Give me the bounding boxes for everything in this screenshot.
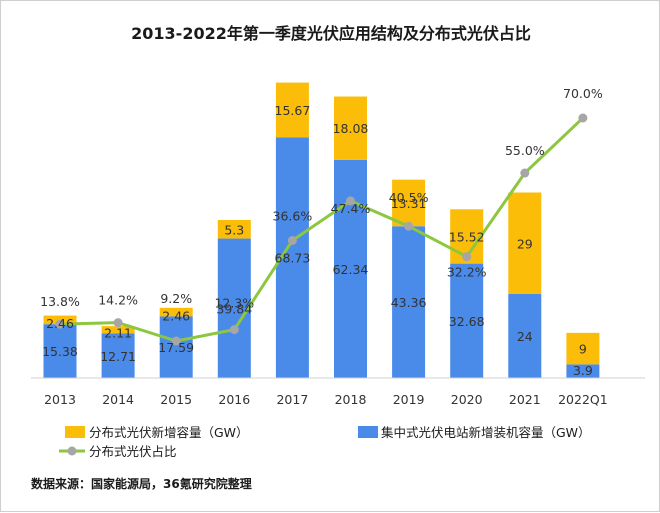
label-centralized-2020: 32.68	[449, 314, 485, 329]
label-share-2021: 55.0%	[505, 143, 545, 158]
label-distributed-2016: 5.3	[224, 222, 244, 237]
x-tick-2021: 2021	[509, 392, 541, 407]
bar-centralized-2013	[43, 324, 77, 378]
bar-centralized-2021	[508, 294, 542, 378]
share-point-2021	[520, 168, 530, 178]
bar-centralized-2018	[334, 159, 367, 378]
label-centralized-2022Q1: 3.9	[573, 363, 593, 378]
label-distributed-2018: 18.08	[333, 121, 369, 136]
label-distributed-2019: 13.31	[391, 196, 427, 211]
legend-swatch-centralized	[358, 426, 378, 438]
x-tick-2020: 2020	[451, 392, 483, 407]
label-distributed-2017: 15.67	[275, 103, 311, 118]
share-point-2013	[55, 319, 65, 329]
x-tick-2022Q1: 2022Q1	[558, 392, 608, 407]
label-distributed-2021: 29	[517, 236, 533, 251]
share-point-2019	[404, 221, 414, 231]
chart-title: 2013-2022年第一季度光伏应用结构及分布式光伏占比	[131, 24, 531, 43]
legend-label-distributed: 分布式光伏新增容量（GW）	[89, 425, 249, 440]
bar-layer	[43, 82, 600, 378]
label-centralized-2014: 12.71	[100, 349, 136, 364]
label-distributed-2020: 15.52	[449, 229, 485, 244]
share-point-2016	[229, 325, 239, 335]
x-tick-2015: 2015	[160, 392, 192, 407]
label-centralized-2021: 24	[517, 329, 533, 344]
label-share-2018: 47.4%	[331, 201, 371, 216]
x-tick-2014: 2014	[102, 392, 134, 407]
share-point-2020	[462, 252, 472, 262]
bar-distributed-2016	[217, 220, 251, 239]
bar-centralized-2016	[217, 238, 251, 378]
label-centralized-2019: 43.36	[391, 295, 427, 310]
legend: 分布式光伏新增容量（GW） 集中式光伏电站新增装机容量（GW） 分布式光伏占比	[59, 425, 591, 459]
share-point-2018	[346, 196, 355, 206]
label-share-2019: 40.5%	[389, 190, 429, 205]
label-centralized-2018: 62.34	[333, 262, 369, 277]
bar-distributed-2014	[101, 326, 135, 334]
share-line	[59, 116, 584, 343]
bar-distributed-2015	[159, 307, 193, 317]
label-centralized-2013: 15.38	[42, 344, 78, 359]
legend-label-centralized: 集中式光伏电站新增装机容量（GW）	[381, 425, 591, 440]
data-label-layer: 15.38 2.46 12.71 2.11 17.59 2.46 39.84 5.3 68.73…	[40, 86, 603, 378]
share-point-2014	[113, 318, 123, 328]
label-share-2017: 36.6%	[273, 209, 313, 224]
legend-marker-share	[67, 446, 77, 456]
bar-centralized-2019	[392, 226, 426, 378]
label-centralized-2017: 68.73	[275, 251, 311, 266]
bar-distributed-2018	[334, 96, 367, 160]
share-point-2017	[287, 236, 297, 246]
x-tick-2018: 2018	[335, 392, 367, 407]
bar-centralized-2014	[101, 333, 135, 378]
bar-distributed-2022Q1	[566, 332, 600, 365]
share-point-2022Q1	[578, 113, 588, 123]
label-share-2015: 9.2%	[160, 291, 192, 306]
share-point-2015	[171, 336, 181, 346]
legend-label-share: 分布式光伏占比	[89, 444, 177, 459]
x-tick-2013: 2013	[44, 392, 76, 407]
label-share-2016: 12.3%	[214, 296, 254, 311]
x-tick-2019: 2019	[393, 392, 425, 407]
bar-centralized-2022Q1	[566, 364, 600, 378]
label-share-2022Q1: 70.0%	[563, 86, 603, 101]
bar-distributed-2021	[508, 192, 542, 294]
x-axis-ticks: 2013 2014 2015 2016 2017 2018 2019 2020 2021 2022…	[44, 392, 608, 407]
bar-distributed-2019	[392, 179, 426, 227]
label-share-2014: 14.2%	[98, 293, 138, 308]
label-distributed-2014: 2.11	[104, 326, 132, 341]
label-centralized-2016: 39.84	[216, 301, 252, 316]
bar-centralized-2015	[159, 316, 193, 378]
x-tick-2016: 2016	[218, 392, 250, 407]
label-distributed-2022Q1: 9	[579, 342, 587, 357]
legend-swatch-distributed	[65, 426, 85, 438]
label-distributed-2013: 2.46	[46, 316, 74, 331]
source-note: 数据来源：国家能源局，36氪研究院整理	[31, 476, 252, 491]
label-distributed-2015: 2.46	[162, 308, 190, 323]
label-centralized-2015: 17.59	[158, 340, 194, 355]
x-tick-2017: 2017	[276, 392, 308, 407]
label-share-2020: 32.2%	[447, 265, 487, 280]
bar-centralized-2020	[450, 263, 484, 378]
label-share-2013: 13.8%	[40, 294, 80, 309]
bar-distributed-2017	[275, 82, 309, 138]
line-layer	[55, 113, 588, 346]
